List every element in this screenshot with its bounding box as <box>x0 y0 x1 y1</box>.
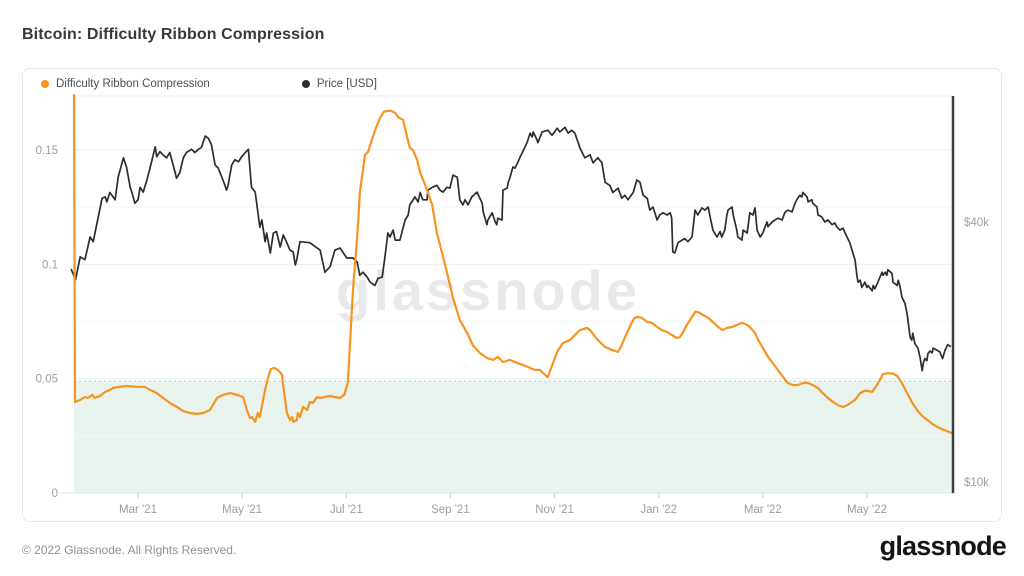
difficulty-ribbon-compression-line <box>72 94 954 435</box>
chart-legend: Difficulty Ribbon Compression Price [USD… <box>41 78 377 90</box>
glassnode-logo: glassnode <box>879 531 1007 561</box>
legend-item-label: Price [USD] <box>316 78 377 90</box>
x-tick-label: Mar '22 <box>744 504 782 516</box>
page-title: Bitcoin: Difficulty Ribbon Compression <box>22 26 325 43</box>
price-legend-dot-icon <box>301 80 310 88</box>
left-axis-tick-label: 0 <box>52 488 58 500</box>
green-threshold-zone <box>74 380 953 493</box>
legend-item-price[interactable]: Price [USD] <box>301 78 377 90</box>
left-axis-tick-label: 0.1 <box>42 259 58 271</box>
x-tick-label: May '22 <box>847 504 887 516</box>
legend-item-compression[interactable]: Difficulty Ribbon Compression <box>41 78 210 90</box>
price-usd-line <box>70 126 952 372</box>
right-axis-tick-label: $10k <box>964 477 989 489</box>
x-tick-label: Jan '22 <box>640 504 677 516</box>
x-tick-label: May '21 <box>222 504 262 516</box>
left-axis-tick-label: 0.05 <box>36 374 58 386</box>
x-tick-label: Sep '21 <box>431 504 470 516</box>
x-tick-label: Jul '21 <box>330 504 363 516</box>
right-axis-tick-label: $40k <box>964 217 989 229</box>
compression-legend-dot-icon <box>41 80 49 88</box>
x-tick-label: Mar '21 <box>119 504 157 516</box>
left-axis-tick-label: 0.15 <box>36 145 58 157</box>
glassnode-watermark: glassnode <box>336 259 640 322</box>
legend-item-label: Difficulty Ribbon Compression <box>56 78 210 90</box>
copyright-text: © 2022 Glassnode. All Rights Reserved. <box>22 543 237 557</box>
x-tick-label: Nov '21 <box>535 504 574 516</box>
